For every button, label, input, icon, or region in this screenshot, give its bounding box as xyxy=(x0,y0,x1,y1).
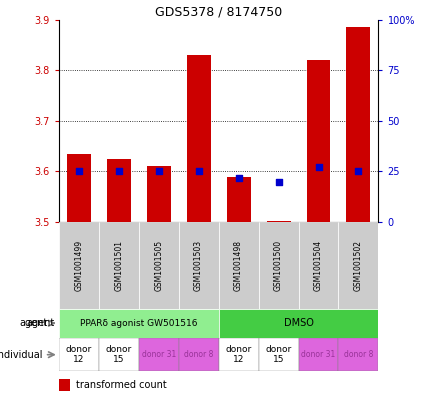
FancyBboxPatch shape xyxy=(298,338,338,371)
Bar xyxy=(226,176,250,222)
FancyBboxPatch shape xyxy=(258,338,298,371)
Text: donor 8: donor 8 xyxy=(343,350,372,359)
Title: GDS5378 / 8174750: GDS5378 / 8174750 xyxy=(155,6,282,18)
FancyBboxPatch shape xyxy=(218,309,378,338)
Bar xyxy=(66,154,90,222)
Point xyxy=(274,178,281,185)
FancyBboxPatch shape xyxy=(178,338,218,371)
FancyBboxPatch shape xyxy=(258,222,298,309)
Text: GSM1001499: GSM1001499 xyxy=(74,240,83,291)
Text: donor
12: donor 12 xyxy=(66,345,92,364)
FancyBboxPatch shape xyxy=(298,222,338,309)
Bar xyxy=(306,60,330,222)
Bar xyxy=(345,27,370,222)
FancyBboxPatch shape xyxy=(59,309,218,338)
FancyBboxPatch shape xyxy=(178,222,218,309)
Text: GSM1001502: GSM1001502 xyxy=(353,240,362,291)
Text: GSM1001500: GSM1001500 xyxy=(273,240,283,291)
Point xyxy=(155,168,162,174)
Text: GSM1001504: GSM1001504 xyxy=(313,240,322,291)
Point xyxy=(354,168,361,174)
Point xyxy=(115,168,122,174)
FancyBboxPatch shape xyxy=(99,222,138,309)
Text: GSM1001505: GSM1001505 xyxy=(154,240,163,291)
Point xyxy=(314,164,321,171)
Bar xyxy=(186,55,210,222)
Bar xyxy=(146,166,170,222)
Text: donor
15: donor 15 xyxy=(265,345,291,364)
Text: donor
15: donor 15 xyxy=(105,345,132,364)
Text: agent: agent xyxy=(20,318,48,328)
Bar xyxy=(106,159,130,222)
FancyBboxPatch shape xyxy=(99,338,138,371)
Point xyxy=(195,168,202,174)
FancyBboxPatch shape xyxy=(59,222,99,309)
Text: GSM1001503: GSM1001503 xyxy=(194,240,203,291)
Text: donor
12: donor 12 xyxy=(225,345,251,364)
Text: agent: agent xyxy=(26,318,54,328)
Bar xyxy=(59,379,70,391)
Text: donor 31: donor 31 xyxy=(141,350,175,359)
FancyBboxPatch shape xyxy=(218,338,258,371)
FancyBboxPatch shape xyxy=(338,222,378,309)
Text: donor 8: donor 8 xyxy=(184,350,213,359)
Text: DMSO: DMSO xyxy=(283,318,313,328)
Point xyxy=(234,174,241,181)
Text: GSM1001501: GSM1001501 xyxy=(114,240,123,291)
Text: PPARδ agonist GW501516: PPARδ agonist GW501516 xyxy=(80,319,197,328)
FancyBboxPatch shape xyxy=(59,338,99,371)
FancyBboxPatch shape xyxy=(138,222,178,309)
FancyBboxPatch shape xyxy=(138,338,178,371)
Text: GSM1001498: GSM1001498 xyxy=(233,240,243,291)
Point xyxy=(75,168,82,174)
FancyBboxPatch shape xyxy=(338,338,378,371)
FancyBboxPatch shape xyxy=(218,222,258,309)
Text: individual: individual xyxy=(0,350,43,360)
Bar xyxy=(266,220,290,222)
Text: donor 31: donor 31 xyxy=(301,350,335,359)
Text: transformed count: transformed count xyxy=(76,380,167,390)
